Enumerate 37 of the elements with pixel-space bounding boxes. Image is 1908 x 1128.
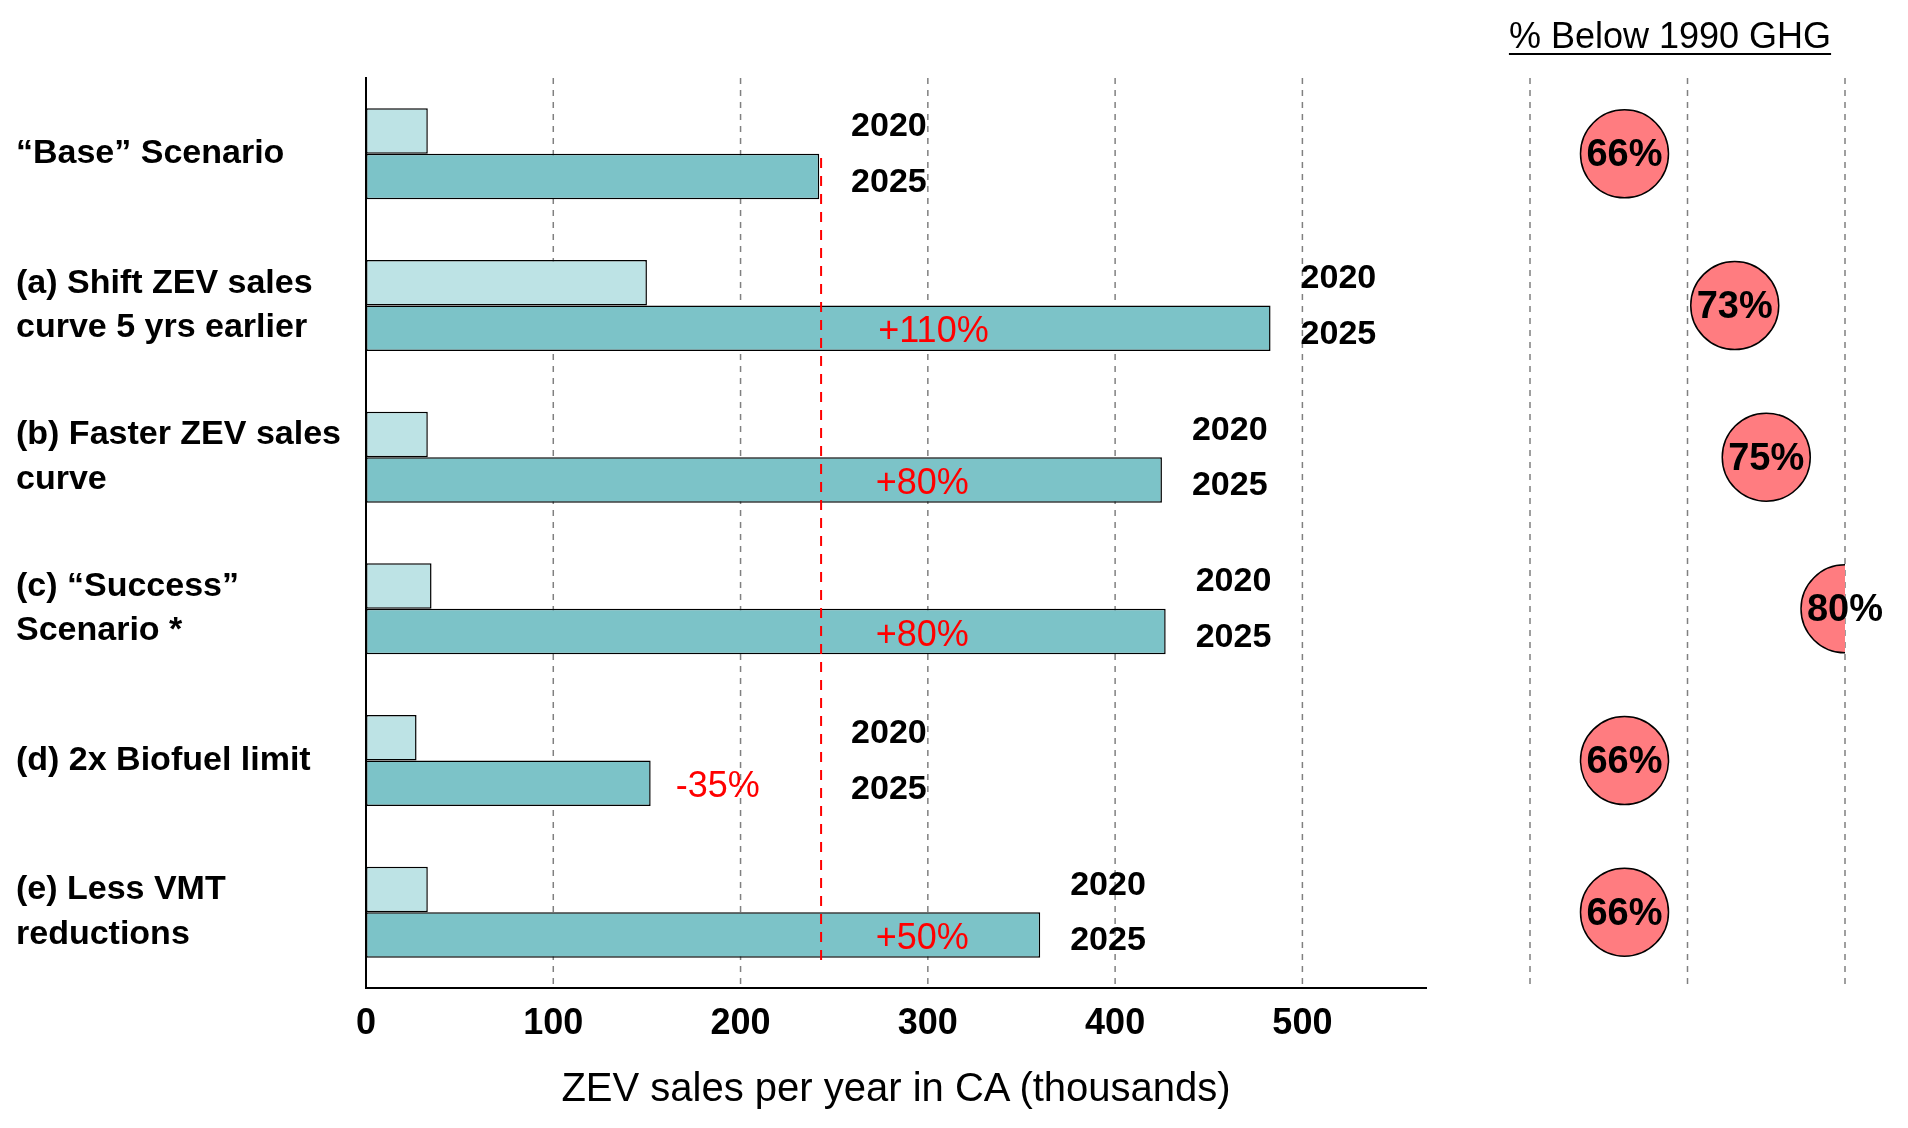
y-tick-label: (d) 2x Biofuel limit	[16, 738, 311, 777]
chart-title: % Below 1990 GHG	[1508, 15, 1832, 56]
text: 2025	[851, 160, 927, 199]
series-label: 2025	[1070, 919, 1146, 958]
y-tick-label: (b) Faster ZEV sales curve	[16, 413, 342, 496]
text: 2020	[851, 105, 927, 144]
x-tick-label: 400	[1085, 1000, 1146, 1042]
data-label: 66%	[1586, 132, 1663, 175]
text: 2025	[1195, 615, 1272, 654]
text: 2020	[851, 712, 927, 751]
x-tick-label: 500	[1272, 1000, 1333, 1042]
x-axis-title: ZEV sales per year in CA (thousands)	[561, 1065, 1231, 1110]
text: 2020	[1070, 863, 1146, 902]
x-tick-label: 300	[897, 1000, 958, 1042]
text: 2020	[1195, 560, 1272, 599]
y-tick-label: (c) “Success” Scenario *	[16, 565, 239, 648]
text: 2025	[1191, 464, 1268, 503]
text: 2025	[1300, 312, 1377, 351]
annotation: +110%	[878, 309, 989, 351]
text: 2020	[1300, 257, 1377, 296]
annotation: +80%	[875, 460, 969, 502]
y-tick-label: “Base” Scenario	[16, 132, 285, 171]
annotation: -35%	[675, 764, 760, 806]
annotation: +80%	[875, 612, 969, 654]
x-tick-label: 200	[710, 1000, 771, 1042]
text: 2020	[1191, 408, 1268, 447]
annotation: +50%	[875, 915, 969, 957]
data-label: 73%	[1696, 283, 1773, 326]
x-tick-label: 0	[355, 1000, 377, 1042]
data-label: 80%	[1806, 587, 1884, 630]
x-tick-label: 100	[523, 1000, 584, 1042]
data-label: 75%	[1728, 435, 1805, 478]
data-label: 66%	[1586, 890, 1663, 933]
text: 2025	[851, 767, 927, 806]
y-tick-label: (a) Shift ZEV sales curve 5 yrs earlier	[16, 261, 313, 344]
y-tick-label: (e) Less VMT reductions	[16, 868, 226, 951]
data-label: 66%	[1586, 738, 1663, 781]
